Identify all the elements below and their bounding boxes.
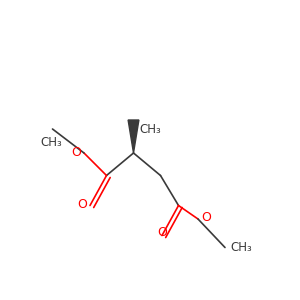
Text: CH₃: CH₃ — [231, 241, 252, 254]
Text: O: O — [72, 146, 81, 160]
Text: O: O — [78, 197, 87, 211]
Text: CH₃: CH₃ — [139, 122, 161, 136]
Text: O: O — [202, 211, 211, 224]
Text: CH₃: CH₃ — [40, 136, 62, 149]
Polygon shape — [128, 120, 139, 153]
Text: O: O — [157, 226, 167, 239]
